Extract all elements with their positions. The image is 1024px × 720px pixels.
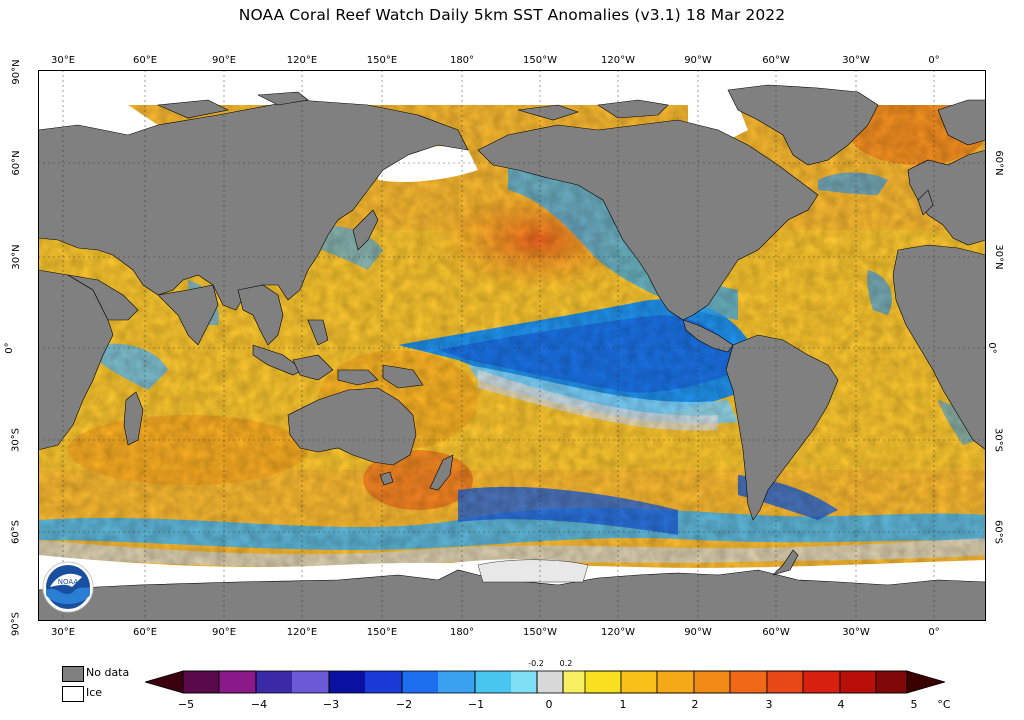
lat-label: 60°S <box>10 519 22 545</box>
lat-label: 0° <box>4 342 16 354</box>
lon-label: 60°E <box>132 55 158 66</box>
ice-label: Ice <box>86 686 103 699</box>
lon-label: 150°W <box>523 55 557 66</box>
lon-label: 60°E <box>132 627 158 638</box>
lon-label: 30°W <box>842 55 870 66</box>
colorbar-tick: 0 <box>545 698 553 711</box>
colorbar-small-tick: -0.2 <box>528 659 544 668</box>
colorbar-tick: −4 <box>250 698 268 711</box>
lon-label: 120°E <box>286 55 318 66</box>
lat-label: 0° <box>986 342 998 354</box>
colorbar-unit: °C <box>937 698 951 711</box>
colorbar-tick: 2 <box>691 698 699 711</box>
colorbar <box>143 669 947 695</box>
colorbar-segments <box>182 670 908 694</box>
lon-label: 0° <box>928 627 940 638</box>
lat-label: 60°S <box>992 519 1004 545</box>
no-data-swatch <box>62 666 84 682</box>
lon-label: 60°W <box>762 627 790 638</box>
lon-label: 60°W <box>762 55 790 66</box>
ice-swatch <box>62 686 84 702</box>
lat-label: 90°S <box>10 611 22 637</box>
lon-label: 30°E <box>50 627 76 638</box>
sst-anomaly-map <box>38 70 986 621</box>
lon-label: 90°E <box>211 627 237 638</box>
colorbar-dividers <box>255 671 564 693</box>
graticule <box>38 70 986 621</box>
lat-label: 60°N <box>993 150 1005 176</box>
logo-text: NOAA <box>58 578 79 586</box>
colorbar-tick: 4 <box>837 698 845 711</box>
colorbar-small-tick: 0.2 <box>559 659 573 668</box>
colorbar-tick: 1 <box>619 698 627 711</box>
colorbar-tick: −1 <box>467 698 485 711</box>
lon-label: 150°E <box>366 55 398 66</box>
colorbar-tick: −3 <box>322 698 340 711</box>
lon-label: 30°W <box>842 627 870 638</box>
lon-label: 0° <box>928 55 940 66</box>
lon-label: 90°W <box>684 627 712 638</box>
colorbar-tick: −2 <box>395 698 413 711</box>
ross-ice-area <box>477 559 589 583</box>
lon-label: 90°W <box>684 55 712 66</box>
noaa-logo: NOAA <box>42 561 94 613</box>
colorbar-tick: 3 <box>765 698 773 711</box>
lon-label: 120°W <box>601 627 635 638</box>
lat-label: 60°N <box>11 150 23 176</box>
lat-label: 30°S <box>10 427 22 453</box>
colorbar-tick: −5 <box>177 698 195 711</box>
lat-label: 30°N <box>993 244 1005 270</box>
lon-label: 30°E <box>50 55 76 66</box>
lon-label: 150°E <box>366 627 398 638</box>
lon-label: 90°E <box>211 55 237 66</box>
colorbar-tick: 5 <box>910 698 918 711</box>
no-data-label: No data <box>86 666 130 679</box>
lat-label: 30°S <box>992 427 1004 453</box>
lat-label: 30°N <box>11 244 23 270</box>
lon-label: 120°W <box>601 55 635 66</box>
lon-label: 180° <box>449 627 475 638</box>
lon-label: 150°W <box>523 627 557 638</box>
land-masses <box>38 84 986 621</box>
map-title: NOAA Coral Reef Watch Daily 5km SST Anom… <box>238 6 786 24</box>
lon-label: 120°E <box>286 627 318 638</box>
lat-label: 90°N <box>11 59 23 85</box>
lon-label: 180° <box>449 55 475 66</box>
